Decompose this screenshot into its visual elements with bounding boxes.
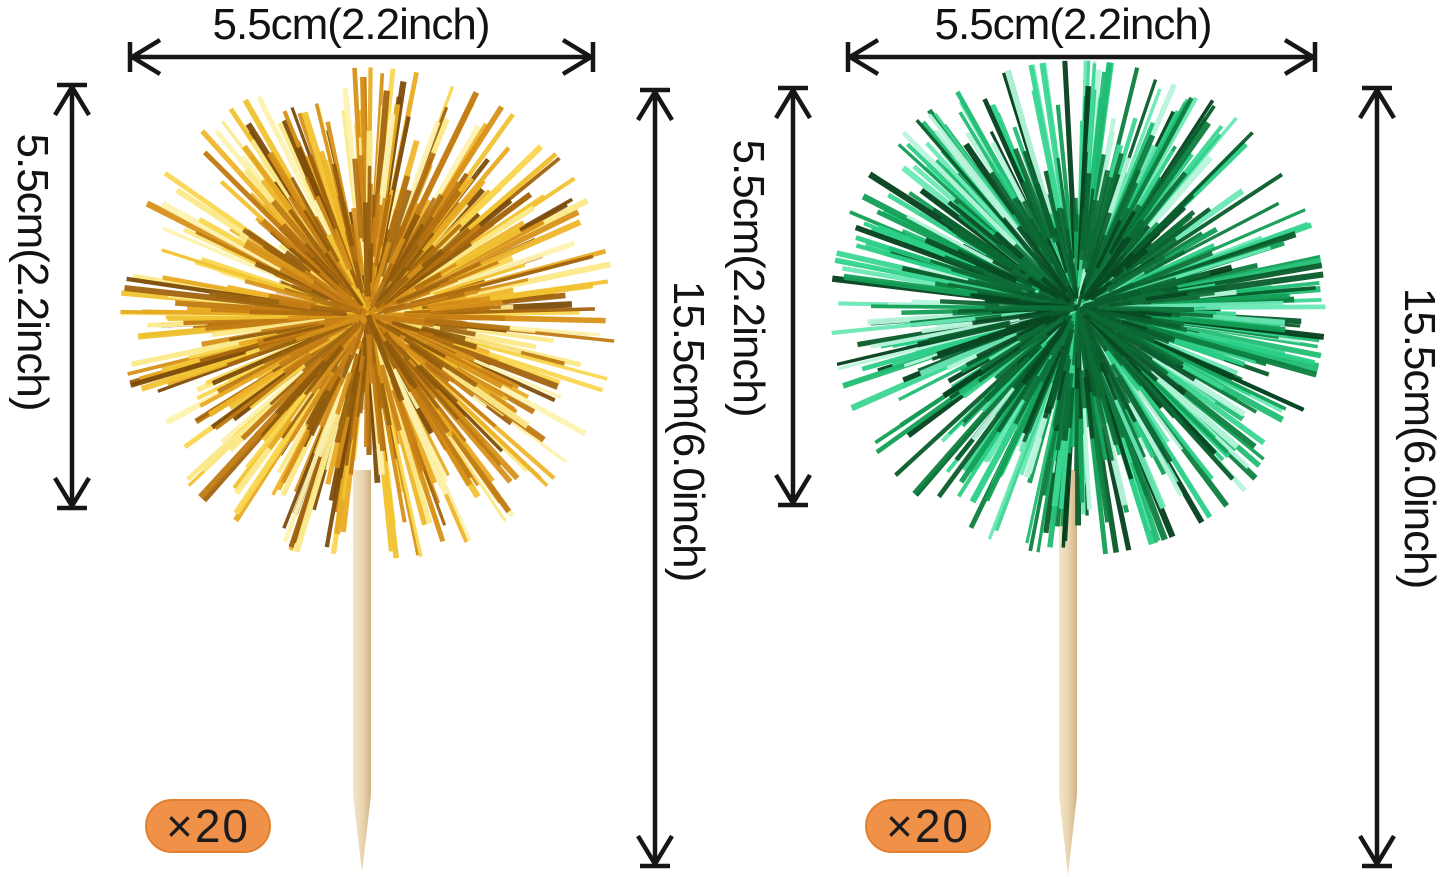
- green-width-label: 5.5cm(2.2inch): [934, 0, 1212, 49]
- gold-pom-height-arrow: [53, 82, 91, 511]
- gold-stick: [353, 470, 371, 872]
- gold-pom-height-label: 5.5cm(2.2inch): [8, 133, 57, 411]
- green-pom: [831, 60, 1326, 555]
- gold-total-height-label: 15.5cm(6.0inch): [664, 280, 713, 582]
- green-total-height-arrow: [1358, 85, 1396, 869]
- green-stick: [1059, 470, 1077, 875]
- gold-pom: [120, 67, 615, 559]
- gold-total-height-arrow: [636, 87, 674, 869]
- green-quantity-badge: ×20: [865, 799, 991, 853]
- green-width-arrow: [845, 38, 1318, 76]
- green-pom-height-arrow: [774, 85, 812, 508]
- gold-quantity-badge: ×20: [145, 799, 271, 853]
- green-total-height-label: 15.5cm(6.0inch): [1395, 287, 1444, 589]
- green-pom-height-label: 5.5cm(2.2inch): [724, 139, 773, 417]
- gold-width-label: 5.5cm(2.2inch): [212, 0, 490, 49]
- gold-width-arrow: [127, 38, 596, 76]
